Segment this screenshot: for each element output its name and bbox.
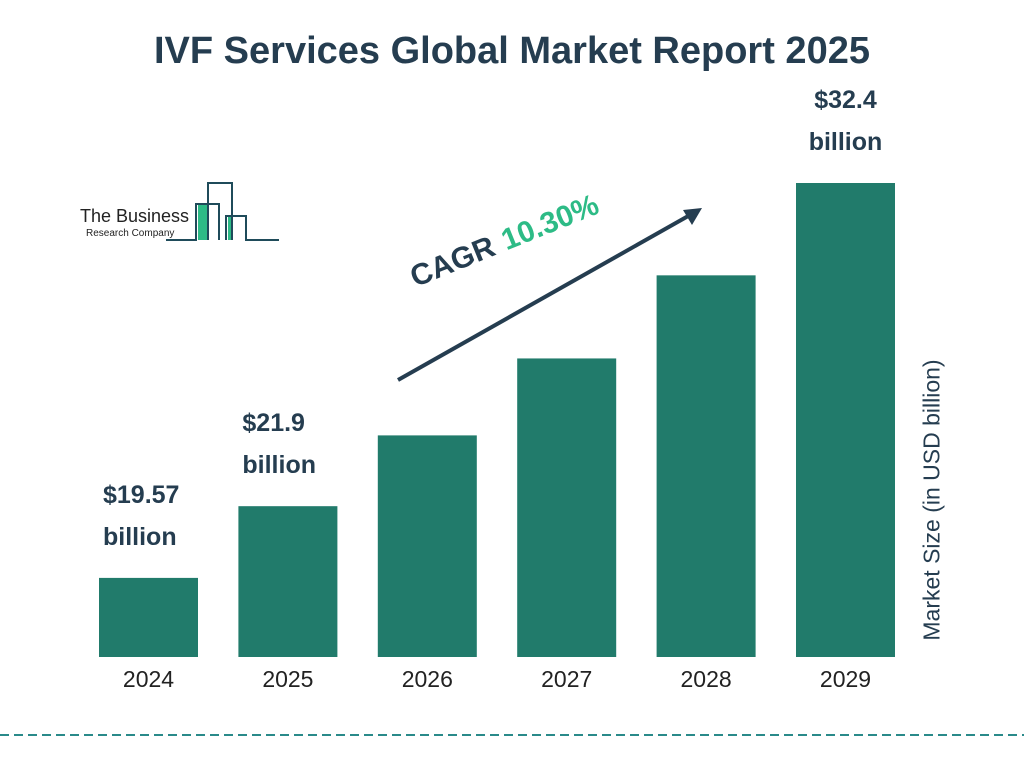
- data-label-unit: billion: [103, 523, 177, 551]
- bar-2029: [796, 183, 895, 657]
- x-tick-label: 2026: [402, 666, 453, 692]
- data-label-unit: billion: [809, 128, 883, 156]
- y-axis-label: Market Size (in USD billion): [918, 359, 945, 641]
- data-label-value: $32.4: [814, 86, 877, 114]
- data-label-value: $19.57: [103, 481, 179, 509]
- x-tick-label: 2028: [681, 666, 732, 692]
- data-label-unit: billion: [242, 451, 316, 479]
- chart-title: IVF Services Global Market Report 2025: [154, 30, 870, 72]
- x-tick-label: 2029: [820, 666, 871, 692]
- bar-2025: [238, 506, 338, 657]
- cagr-arrow: [397, 208, 702, 382]
- bar-2028: [656, 275, 756, 657]
- bar-2026: [377, 435, 477, 657]
- logo-subtext: Research Company: [86, 228, 175, 239]
- x-tick-label: 2027: [541, 666, 592, 692]
- bar-2024: [99, 577, 198, 657]
- x-tick-label: 2024: [123, 666, 174, 692]
- logo-graphic: [166, 182, 279, 241]
- x-tick-label: 2025: [262, 666, 313, 692]
- data-label-value: $21.9: [242, 409, 305, 437]
- logo-text: The Business: [80, 206, 190, 226]
- bar-2027: [517, 358, 617, 657]
